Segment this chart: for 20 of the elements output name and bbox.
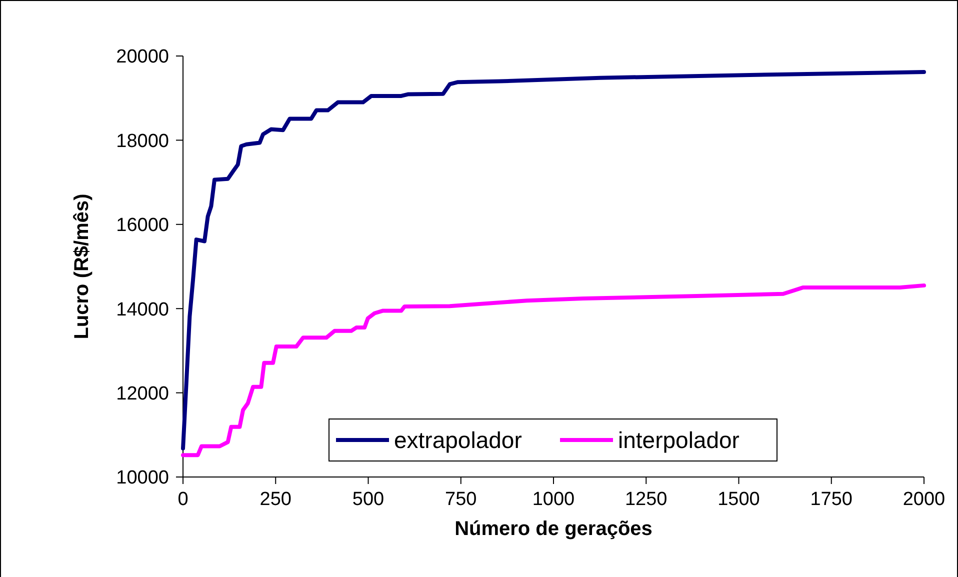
y-axis-title: Lucro (R$/mês) (71, 194, 93, 340)
x-tick-label: 250 (260, 489, 292, 510)
x-tick-label: 500 (352, 489, 384, 510)
x-axis-title: Número de gerações (454, 518, 652, 540)
x-tick-label: 2000 (902, 489, 946, 510)
x-tick-label: 1750 (810, 489, 853, 510)
y-tick-label: 12000 (116, 383, 169, 404)
y-tick-label: 20000 (116, 46, 169, 68)
x-tick-label: 0 (178, 489, 188, 510)
line-series (181, 283, 926, 458)
y-tick-label: 18000 (116, 130, 169, 152)
x-tick-label: 1500 (718, 489, 760, 510)
y-tick-label: 16000 (116, 215, 169, 236)
y-tick-label: 10000 (116, 468, 169, 489)
x-tick-label: 750 (445, 489, 477, 510)
x-tick-label: 1000 (532, 489, 575, 510)
legend-label: extrapolador (394, 427, 522, 454)
y-tick-label: 14000 (116, 299, 169, 320)
x-tick-label: 1250 (624, 489, 668, 510)
legend-label: interpolador (618, 427, 740, 454)
